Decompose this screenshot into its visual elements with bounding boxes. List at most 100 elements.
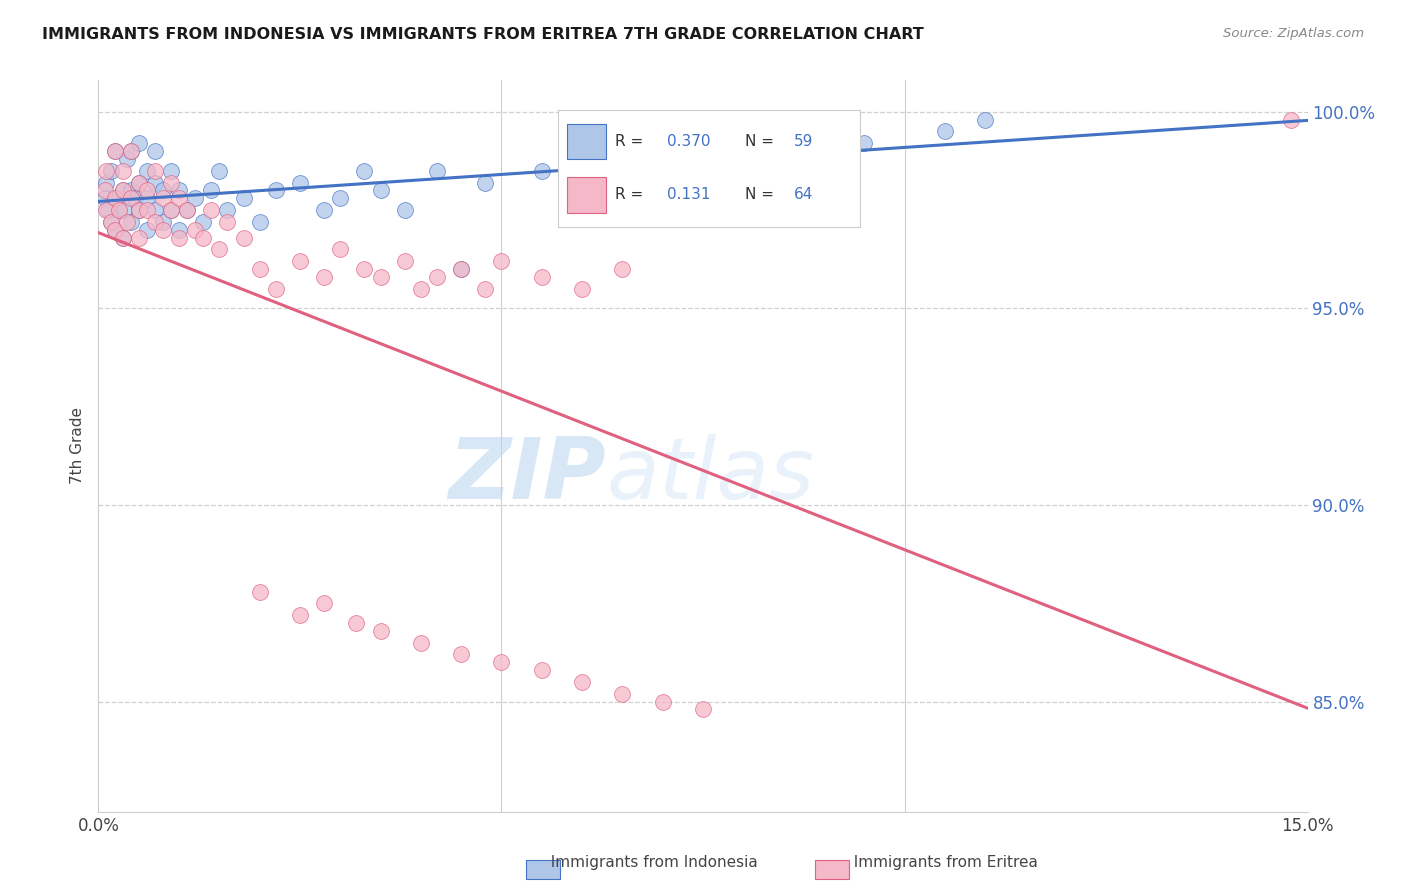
Point <box>974 112 997 127</box>
Point <box>264 183 287 197</box>
Point <box>217 215 239 229</box>
Point <box>249 215 271 229</box>
Point <box>530 163 553 178</box>
Point <box>143 163 166 178</box>
Point <box>200 183 222 197</box>
Point <box>232 230 254 244</box>
Point <box>314 269 336 284</box>
Point <box>200 202 222 217</box>
Point <box>100 215 122 229</box>
Text: N =: N = <box>745 187 779 202</box>
Point <box>530 663 553 677</box>
Point <box>370 269 392 284</box>
Point <box>160 163 183 178</box>
Point <box>491 655 513 669</box>
Point <box>96 163 118 178</box>
Point <box>491 254 513 268</box>
Point <box>474 282 496 296</box>
Point <box>167 230 190 244</box>
Point <box>530 269 553 284</box>
FancyBboxPatch shape <box>567 178 606 212</box>
Point <box>474 176 496 190</box>
Point <box>353 262 375 277</box>
Point <box>111 230 134 244</box>
Text: R =: R = <box>616 187 654 202</box>
Point <box>370 183 392 197</box>
Point <box>120 191 142 205</box>
Point <box>232 191 254 205</box>
Point <box>152 183 174 197</box>
Point <box>450 648 472 662</box>
Point <box>100 163 122 178</box>
Point <box>120 183 142 197</box>
Point <box>813 152 835 166</box>
Point <box>571 282 593 296</box>
Point <box>264 282 287 296</box>
Point <box>143 176 166 190</box>
Point <box>135 191 157 205</box>
Point <box>450 262 472 277</box>
Point <box>152 215 174 229</box>
Point <box>120 144 142 158</box>
Point <box>135 163 157 178</box>
Text: 0.131: 0.131 <box>666 187 710 202</box>
Text: 59: 59 <box>793 134 813 149</box>
Point <box>612 262 634 277</box>
Point <box>329 243 352 257</box>
Point <box>111 230 134 244</box>
Point <box>112 202 135 217</box>
FancyBboxPatch shape <box>815 860 849 880</box>
Point <box>128 176 150 190</box>
Point <box>111 163 134 178</box>
Point <box>208 243 231 257</box>
Point <box>107 202 129 217</box>
Point <box>124 191 146 205</box>
Point <box>128 230 150 244</box>
Point <box>143 215 166 229</box>
Point <box>208 163 231 178</box>
Point <box>193 230 215 244</box>
Point <box>853 136 876 151</box>
Point <box>96 202 118 217</box>
FancyBboxPatch shape <box>567 124 606 159</box>
Point <box>409 635 432 649</box>
Point <box>426 269 449 284</box>
Text: IMMIGRANTS FROM INDONESIA VS IMMIGRANTS FROM ERITREA 7TH GRADE CORRELATION CHART: IMMIGRANTS FROM INDONESIA VS IMMIGRANTS … <box>42 27 924 42</box>
Text: Immigrants from Eritrea: Immigrants from Eritrea <box>844 855 1038 870</box>
Point <box>651 163 673 178</box>
Point <box>249 262 271 277</box>
Point <box>103 223 125 237</box>
Point <box>152 191 174 205</box>
Point <box>314 596 336 610</box>
Point <box>103 223 125 237</box>
Point <box>128 202 150 217</box>
Point <box>100 215 122 229</box>
Point <box>107 202 129 217</box>
Text: Source: ZipAtlas.com: Source: ZipAtlas.com <box>1223 27 1364 40</box>
Point <box>450 262 472 277</box>
Point <box>103 144 125 158</box>
Point <box>152 223 174 237</box>
Point <box>612 136 634 151</box>
Text: R =: R = <box>616 134 648 149</box>
Point <box>94 191 117 205</box>
Point <box>288 608 311 623</box>
Point <box>193 215 215 229</box>
Point <box>249 584 271 599</box>
Point <box>288 254 311 268</box>
Point <box>96 176 118 190</box>
Point <box>314 202 336 217</box>
Point <box>934 124 956 138</box>
Point <box>329 191 352 205</box>
Point <box>103 191 125 205</box>
Y-axis label: 7th Grade: 7th Grade <box>70 408 86 484</box>
Point <box>571 144 593 158</box>
Point <box>394 254 416 268</box>
Point <box>143 144 166 158</box>
Point <box>612 687 634 701</box>
Point <box>176 202 198 217</box>
Point <box>176 202 198 217</box>
Point <box>128 202 150 217</box>
Point <box>1281 112 1303 127</box>
Point <box>344 615 367 630</box>
